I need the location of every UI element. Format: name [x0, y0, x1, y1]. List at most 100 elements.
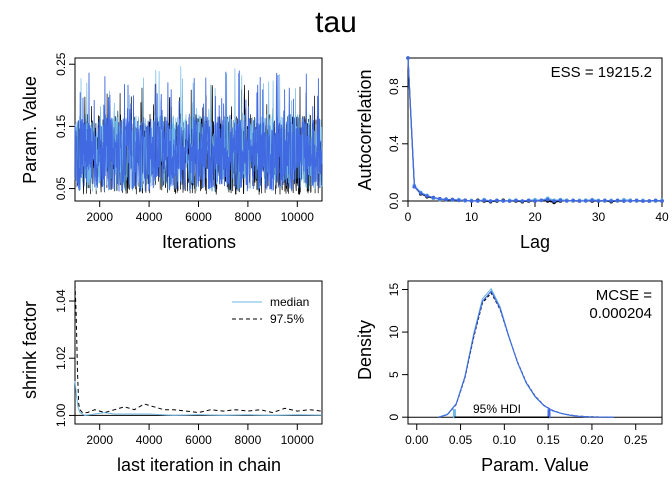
acf-point [526, 198, 531, 203]
acf-point [418, 191, 423, 195]
acf-point [533, 199, 537, 203]
mcse-value: 0.000204 [589, 305, 652, 322]
acf-point [584, 199, 588, 203]
trace-xlabel: Iterations [162, 232, 236, 252]
shrink-ytick-label: 1.04 [54, 289, 68, 313]
acf-point [622, 199, 626, 203]
shrink-xtick-label: 10000 [281, 433, 315, 447]
density-plot-frame [407, 280, 663, 425]
shrink-xlabel: last iteration in chain [117, 455, 281, 475]
trace-xtick-label: 2000 [86, 210, 113, 224]
legend-median-label: median [270, 295, 309, 309]
shrink-xtick-label: 6000 [185, 433, 212, 447]
acf-point [488, 199, 493, 203]
acf-point [577, 199, 582, 203]
acf-point [634, 198, 639, 203]
legend-97-5-label: 97.5% [270, 312, 304, 326]
acf-ylabel: Autocorrelation [355, 69, 375, 190]
density-curve [438, 287, 614, 418]
acf-point [558, 198, 563, 203]
acf-xtick-label: 0 [405, 210, 412, 224]
acf-xtick-label: 10 [465, 210, 479, 224]
density-ytick-label: 0 [387, 414, 401, 421]
acf-point [469, 199, 474, 203]
density-curve [438, 290, 614, 418]
trace-chain-line [74, 70, 323, 192]
density-xtick-label: 0.10 [493, 433, 517, 447]
shrink-ylabel: shrink factor [20, 301, 40, 399]
trace-xtick-label: 8000 [235, 210, 262, 224]
shrink-xtick-label: 2000 [86, 433, 113, 447]
trace-xtick-label: 10000 [281, 210, 315, 224]
acf-point [425, 194, 429, 198]
trace-ytick-label: 0.25 [54, 52, 68, 76]
density-panel: Param. Value Density MCSE = 0.000204 95%… [355, 280, 663, 475]
mcse-label: MCSE = [596, 287, 653, 304]
ess-annotation: ESS = 19215.2 [551, 64, 652, 81]
acf-point [437, 197, 442, 201]
acf-point [482, 198, 487, 203]
autocorrelation-panel: Lag Autocorrelation ESS = 19215.2 0 10 20 3… [355, 56, 669, 252]
acf-point [431, 195, 436, 200]
acf-point [615, 198, 620, 203]
shrink-series-line [74, 283, 323, 414]
shrink-factor-panel: last iteration in chain shrink factor me… [20, 280, 323, 475]
acf-point [590, 198, 594, 203]
density-xtick-label: 0.00 [405, 433, 429, 447]
acf-point [545, 197, 550, 202]
shrink-series-line [74, 381, 323, 416]
density-xtick-label: 0.15 [536, 433, 560, 447]
acf-point [514, 198, 518, 203]
acf-point [552, 199, 556, 203]
density-xtick-label: 0.25 [624, 433, 648, 447]
acf-ytick-label: 0.8 [387, 78, 401, 95]
density-xtick-label: 0.20 [580, 433, 604, 447]
acf-point [507, 199, 512, 203]
density-ytick-label: 15 [387, 283, 401, 297]
trace-xtick-label: 6000 [185, 210, 212, 224]
trace-xtick-label: 4000 [136, 210, 163, 224]
density-ylabel: Density [355, 320, 375, 380]
acf-xtick-label: 40 [655, 210, 669, 224]
acf-point [520, 199, 525, 203]
density-ytick-label: 10 [387, 325, 401, 339]
density-ytick-label: 5 [387, 371, 401, 378]
acf-point [564, 199, 569, 203]
acf-point [450, 197, 455, 202]
acf-xtick-label: 20 [528, 210, 542, 224]
acf-point [539, 198, 544, 203]
shrink-ytick-label: 1.02 [54, 346, 68, 370]
acf-ytick-label: 0.0 [387, 192, 401, 209]
acf-xlabel: Lag [520, 232, 550, 252]
acf-point [412, 184, 417, 189]
trace-ytick-label: 0.15 [54, 114, 68, 138]
acf-point [603, 198, 607, 203]
acf-point [653, 198, 658, 203]
acf-point [628, 199, 633, 203]
acf-point [596, 199, 601, 203]
figure-title: tau [315, 6, 357, 39]
trace-panel: Iterations Param. Value 2000 4000 6000 8000… [20, 52, 323, 252]
acf-point [495, 198, 499, 203]
acf-point [463, 198, 467, 203]
density-curve [438, 291, 614, 418]
acf-point [571, 198, 575, 203]
acf-point [609, 199, 613, 203]
shrink-ytick-label: 1.00 [54, 403, 68, 427]
acf-point [660, 199, 664, 203]
shrink-xtick-label: 4000 [136, 433, 163, 447]
acf-point [444, 197, 448, 202]
acf-point [647, 199, 652, 203]
trace-ylabel: Param. Value [20, 76, 40, 184]
acf-xtick-label: 30 [592, 210, 606, 224]
acf-ytick-label: 0.4 [387, 135, 401, 152]
acf-point [476, 199, 480, 203]
trace-ytick-label: 0.05 [54, 177, 68, 201]
shrink-xtick-label: 8000 [235, 433, 262, 447]
acf-point [457, 198, 461, 203]
acf-point [501, 199, 506, 203]
shrink-legend: median 97.5% [232, 295, 309, 326]
acf-point [406, 56, 410, 60]
acf-point [641, 199, 645, 203]
